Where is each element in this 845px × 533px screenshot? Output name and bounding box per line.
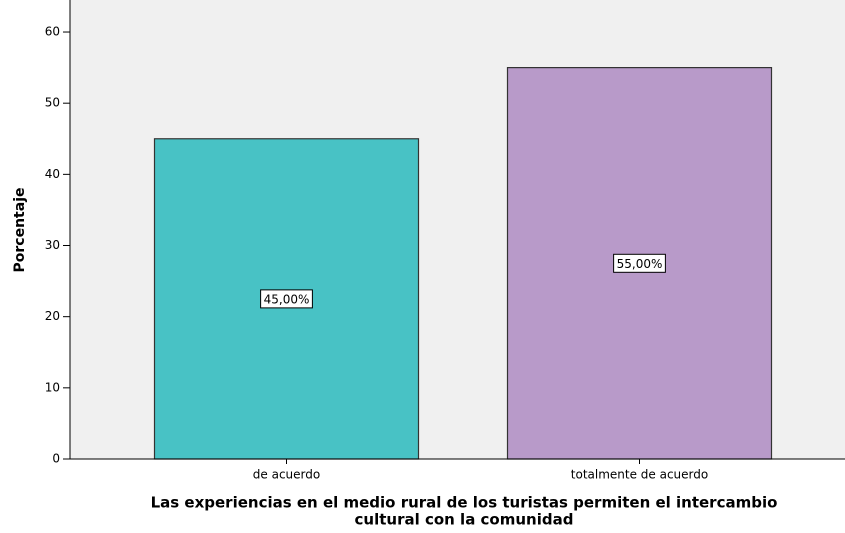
y-tick-label: 30	[45, 238, 60, 252]
x-tick-label: totalmente de acuerdo	[571, 468, 708, 482]
y-tick-label: 10	[45, 380, 60, 394]
y-tick-label: 20	[45, 309, 60, 323]
y-tick-label: 50	[45, 96, 60, 110]
value-label-box	[613, 253, 666, 273]
y-tick-label: 60	[45, 25, 60, 39]
x-tick-label: de acuerdo	[253, 468, 320, 482]
x-axis-label: Las experiencias en el medio rural de lo…	[151, 494, 778, 512]
y-tick-label: 40	[45, 167, 60, 181]
x-axis-label: cultural con la comunidad	[355, 511, 574, 529]
value-label: 55,00%	[617, 257, 663, 271]
value-label-box	[260, 289, 313, 309]
value-label: 45,00%	[264, 292, 310, 306]
y-tick-label: 0	[52, 452, 60, 466]
y-axis-label: Porcentaje	[12, 188, 28, 273]
